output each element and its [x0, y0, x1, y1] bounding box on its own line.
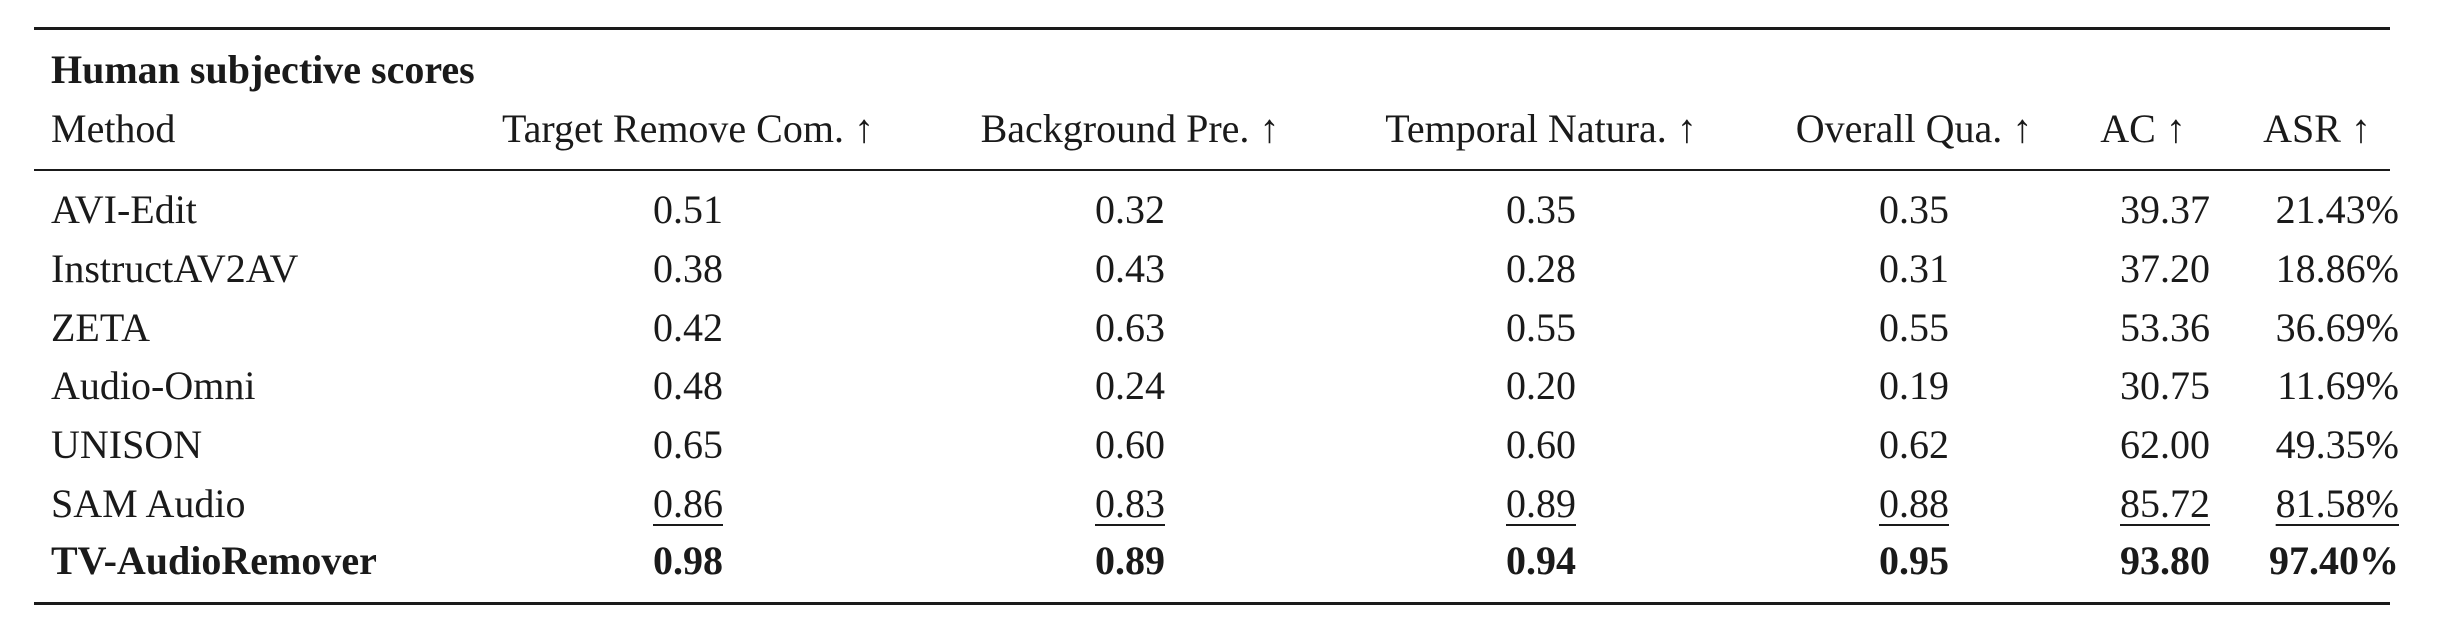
- score-cell: 49.35%: [2275, 422, 2399, 467]
- column-header: Background Pre. ↑: [980, 106, 1280, 151]
- score-cell: 0.60: [1506, 422, 1576, 467]
- score-cell: 53.36: [2120, 305, 2210, 350]
- score-cell: 0.95: [1879, 538, 1949, 583]
- score-cell: 0.19: [1879, 363, 1949, 408]
- score-cell: 21.43%: [2275, 187, 2399, 232]
- score-cell: 0.32: [1095, 187, 1165, 232]
- score-cell: 0.65: [653, 422, 723, 467]
- table-title: Human subjective scores: [51, 47, 475, 92]
- score-cell: 0.51: [653, 187, 723, 232]
- score-cell: 39.37: [2120, 187, 2210, 232]
- method-name: SAM Audio: [51, 481, 246, 526]
- score-cell: 0.20: [1506, 363, 1576, 408]
- score-cell: 11.69%: [2277, 363, 2399, 408]
- column-header: Target Remove Com. ↑: [502, 106, 874, 151]
- score-cell: 0.60: [1095, 422, 1165, 467]
- score-cell: 0.31: [1879, 246, 1949, 291]
- score-cell: 36.69%: [2275, 305, 2399, 350]
- method-name: ZETA: [51, 305, 150, 350]
- score-cell: 97.40%: [2269, 538, 2399, 583]
- column-header: AC ↑: [2100, 106, 2186, 151]
- score-cell: 18.86%: [2275, 246, 2399, 291]
- column-header: ASR ↑: [2263, 106, 2371, 151]
- score-cell: 0.28: [1506, 246, 1576, 291]
- mid-rule: [34, 169, 2390, 171]
- score-cell: 62.00: [2120, 422, 2210, 467]
- score-cell: 0.24: [1095, 363, 1165, 408]
- top-rule: [34, 27, 2390, 30]
- score-cell: 0.89: [1506, 481, 1576, 526]
- method-name: UNISON: [51, 422, 203, 467]
- score-cell: 0.55: [1506, 305, 1576, 350]
- score-cell: 0.98: [653, 538, 723, 583]
- score-cell: 93.80: [2120, 538, 2210, 583]
- score-cell: 0.83: [1095, 481, 1165, 526]
- score-cell: 0.94: [1506, 538, 1576, 583]
- column-header: Temporal Natura. ↑: [1385, 106, 1697, 151]
- score-cell: 0.35: [1506, 187, 1576, 232]
- method-name: AVI-Edit: [51, 187, 197, 232]
- method-name: Audio-Omni: [51, 363, 256, 408]
- score-cell: 0.38: [653, 246, 723, 291]
- score-cell: 30.75: [2120, 363, 2210, 408]
- score-cell: 81.58%: [2275, 481, 2399, 526]
- column-header: Overall Qua. ↑: [1795, 106, 2033, 151]
- score-cell: 0.88: [1879, 481, 1949, 526]
- method-name: TV-AudioRemover: [51, 538, 377, 583]
- bottom-rule: [34, 602, 2390, 605]
- score-cell: 85.72: [2120, 481, 2210, 526]
- method-name: InstructAV2AV: [51, 246, 299, 291]
- column-header: Method: [51, 106, 176, 151]
- score-cell: 0.35: [1879, 187, 1949, 232]
- score-cell: 0.62: [1879, 422, 1949, 467]
- score-cell: 0.42: [653, 305, 723, 350]
- score-cell: 0.89: [1095, 538, 1165, 583]
- score-cell: 0.55: [1879, 305, 1949, 350]
- score-cell: 0.86: [653, 481, 723, 526]
- score-cell: 0.43: [1095, 246, 1165, 291]
- score-cell: 0.63: [1095, 305, 1165, 350]
- score-cell: 37.20: [2120, 246, 2210, 291]
- score-cell: 0.48: [653, 363, 723, 408]
